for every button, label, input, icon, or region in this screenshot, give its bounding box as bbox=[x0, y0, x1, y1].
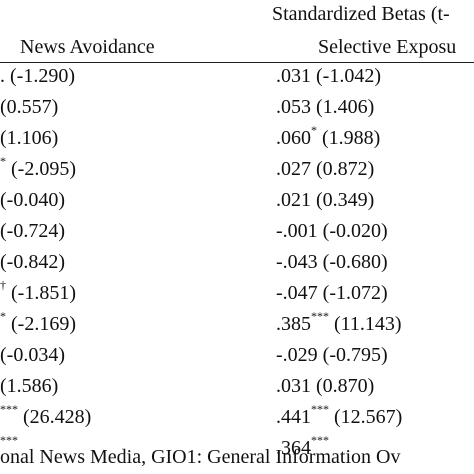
selective-exposure-cell: .053 (1.406) bbox=[276, 95, 374, 119]
news-avoidance-cell: (-0.034) bbox=[0, 343, 65, 367]
significance-marker: *** bbox=[311, 402, 329, 417]
beta-value: -.047 bbox=[276, 282, 318, 304]
selective-exposure-cell: -.029 (-0.795) bbox=[276, 343, 388, 367]
beta-value: -.001 bbox=[276, 220, 318, 242]
header-rule bbox=[0, 62, 474, 63]
beta-value: .027 bbox=[276, 158, 311, 180]
selective-exposure-cell: .441*** (12.567) bbox=[276, 402, 403, 429]
selective-exposure-cell: .364*** bbox=[276, 433, 329, 460]
t-value: (0.872) bbox=[316, 158, 375, 180]
t-value: (12.567) bbox=[334, 406, 403, 428]
news-avoidance-cell: * (-2.169) bbox=[0, 309, 76, 336]
news-avoidance-cell: *** (26.428) bbox=[0, 402, 92, 429]
footnote: onal News Media, GIO1: General Informati… bbox=[0, 446, 401, 468]
beta-value: .060 bbox=[276, 127, 311, 149]
t-value: (-0.795) bbox=[322, 344, 388, 366]
coefficient-value: (-2.095) bbox=[11, 158, 76, 180]
selective-exposure-cell: -.043 (-0.680) bbox=[276, 250, 388, 274]
selective-exposure-cell: .060* (1.988) bbox=[276, 123, 381, 150]
t-value: (1.406) bbox=[316, 96, 375, 118]
table-row: *** .364*** bbox=[0, 434, 474, 465]
t-value: (-0.020) bbox=[322, 220, 388, 242]
t-value: (-1.042) bbox=[316, 65, 381, 87]
selective-exposure-cell: -.001 (-0.020) bbox=[276, 219, 388, 243]
news-avoidance-cell: (0.557) bbox=[0, 95, 58, 119]
news-avoidance-cell: (1.106) bbox=[0, 126, 58, 150]
selective-exposure-cell: -.047 (-1.072) bbox=[276, 281, 388, 305]
news-avoidance-cell: . (-1.290) bbox=[0, 64, 75, 88]
beta-value: .021 bbox=[276, 189, 311, 211]
t-value: (0.870) bbox=[316, 375, 375, 397]
news-avoidance-cell: (-0.724) bbox=[0, 219, 65, 243]
coefficient-value: . (-1.290) bbox=[0, 65, 75, 87]
coefficient-value: (0.557) bbox=[0, 96, 59, 118]
coefficient-value: (-0.034) bbox=[0, 344, 65, 366]
beta-value: .053 bbox=[276, 96, 311, 118]
selective-exposure-cell: .031 (-1.042) bbox=[276, 64, 381, 88]
t-value: (0.349) bbox=[316, 189, 375, 211]
selective-exposure-cell: .027 (0.872) bbox=[276, 157, 374, 181]
significance-marker: *** bbox=[311, 309, 329, 324]
table-row: . (-1.290) .031 (-1.042) bbox=[0, 62, 474, 93]
column-header-selective-exposure: Selective Exposu bbox=[318, 36, 457, 58]
news-avoidance-cell: (-0.842) bbox=[0, 250, 65, 274]
coefficient-value: (26.428) bbox=[23, 406, 92, 428]
coefficient-value: (-1.851) bbox=[11, 282, 76, 304]
news-avoidance-cell: † (-1.851) bbox=[0, 278, 76, 305]
table-row: (1.106) .060* (1.988) bbox=[0, 124, 474, 155]
news-avoidance-cell: *** bbox=[0, 433, 18, 460]
table-row: * (-2.169) .385*** (11.143) bbox=[0, 310, 474, 341]
selective-exposure-cell: .031 (0.870) bbox=[276, 374, 374, 398]
significance-marker: *** bbox=[311, 433, 329, 448]
t-value: (-1.072) bbox=[322, 282, 388, 304]
significance-marker: * bbox=[311, 123, 317, 138]
news-avoidance-cell: * (-2.095) bbox=[0, 154, 76, 181]
t-value: (1.988) bbox=[322, 127, 381, 149]
column-header-news-avoidance: News Avoidance bbox=[20, 36, 155, 58]
beta-value: .364 bbox=[276, 437, 311, 459]
beta-value: .031 bbox=[276, 65, 311, 87]
significance-marker: *** bbox=[0, 433, 18, 448]
table-row: † (-1.851) -.047 (-1.072) bbox=[0, 279, 474, 310]
table-row: (-0.724) -.001 (-0.020) bbox=[0, 217, 474, 248]
table-row: (0.557) .053 (1.406) bbox=[0, 93, 474, 124]
beta-value: -.043 bbox=[276, 251, 318, 273]
significance-marker: *** bbox=[0, 402, 18, 417]
coefficient-value: (-0.842) bbox=[0, 251, 65, 273]
table-row: (-0.034) -.029 (-0.795) bbox=[0, 341, 474, 372]
t-value: (11.143) bbox=[334, 313, 402, 335]
significance-marker: * bbox=[0, 154, 6, 169]
beta-value: .441 bbox=[276, 406, 311, 428]
coefficient-value: (-0.040) bbox=[0, 189, 65, 211]
beta-value: .385 bbox=[276, 313, 311, 335]
selective-exposure-cell: .385*** (11.143) bbox=[276, 309, 402, 336]
significance-marker: † bbox=[0, 278, 6, 293]
coefficient-value: (1.106) bbox=[0, 127, 59, 149]
selective-exposure-cell: .021 (0.349) bbox=[276, 188, 374, 212]
group-title: Standardized Betas (t- bbox=[272, 3, 450, 25]
table-row: (1.586) .031 (0.870) bbox=[0, 372, 474, 403]
coefficient-value: (-0.724) bbox=[0, 220, 65, 242]
news-avoidance-cell: (1.586) bbox=[0, 374, 58, 398]
table-row: *** (26.428) .441*** (12.567) bbox=[0, 403, 474, 434]
table-row: (-0.842) -.043 (-0.680) bbox=[0, 248, 474, 279]
table-row: (-0.040) .021 (0.349) bbox=[0, 186, 474, 217]
beta-value: -.029 bbox=[276, 344, 318, 366]
news-avoidance-cell: (-0.040) bbox=[0, 188, 65, 212]
coefficient-value: (1.586) bbox=[0, 375, 59, 397]
significance-marker: * bbox=[0, 309, 6, 324]
beta-value: .031 bbox=[276, 375, 311, 397]
table-row: * (-2.095) .027 (0.872) bbox=[0, 155, 474, 186]
t-value: (-0.680) bbox=[322, 251, 388, 273]
coefficient-value: (-2.169) bbox=[11, 313, 76, 335]
